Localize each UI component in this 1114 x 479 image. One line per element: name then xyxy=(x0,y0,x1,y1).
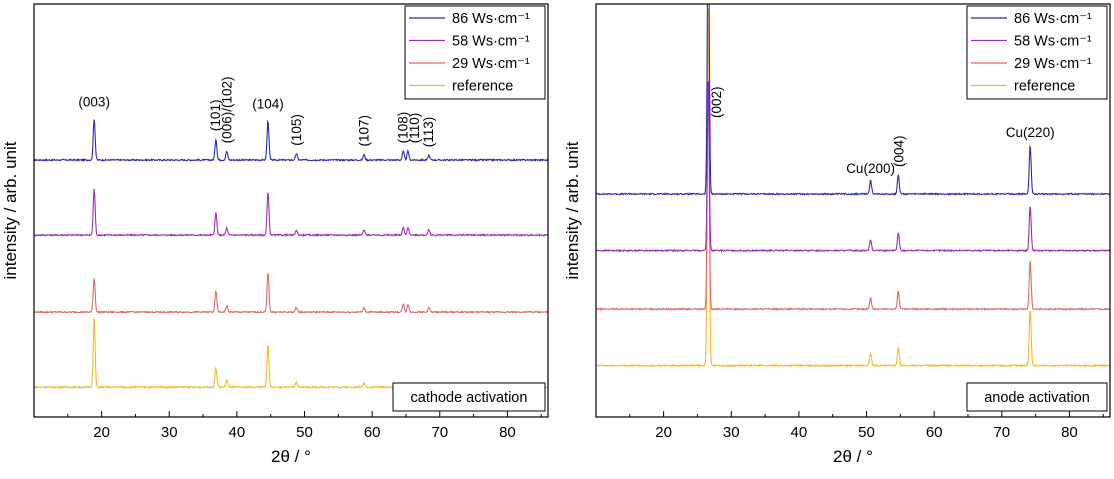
series-line-2 xyxy=(596,80,1110,253)
x-tick-label: 30 xyxy=(161,424,178,441)
series-line-3 xyxy=(34,273,548,315)
peak-label: (105) xyxy=(289,114,304,146)
x-tick-label: 70 xyxy=(993,424,1010,441)
peak-label: (003) xyxy=(78,95,110,110)
series-line-1 xyxy=(34,119,548,163)
x-tick-label: 20 xyxy=(655,424,672,441)
chart-panel-2: 20 30 40 50 60 70 80 2θ / ° intensity / arb. uni… xyxy=(563,3,1111,466)
series-line-1 xyxy=(596,4,1110,197)
x-tick-label: 20 xyxy=(93,424,110,441)
legend-entry-label: 29 Ws·cm⁻¹ xyxy=(1014,56,1092,72)
y-axis-label: intensity / arb. unit xyxy=(563,141,582,279)
peak-label: (104) xyxy=(252,97,284,112)
x-tick-label: 40 xyxy=(229,424,246,441)
legend-entry-label: reference xyxy=(1014,79,1075,95)
plot-area-2 xyxy=(596,4,1110,368)
peak-label: Cu(220) xyxy=(1006,125,1055,140)
legend: 86 Ws·cm⁻¹ 58 Ws·cm⁻¹ 29 Ws·cm⁻¹ reference xyxy=(404,5,546,100)
annotation-label: anode activation xyxy=(984,390,1090,406)
series-line-4 xyxy=(596,7,1110,368)
annotation-label: cathode activation xyxy=(411,390,528,406)
plot-frame xyxy=(595,3,1111,418)
peak-label: (101) xyxy=(208,100,223,132)
x-tick-label: 50 xyxy=(858,424,875,441)
legend-entry-label: 58 Ws·cm⁻¹ xyxy=(1014,34,1092,50)
legend-box xyxy=(966,5,1108,100)
legend-entry-label: 58 Ws·cm⁻¹ xyxy=(452,34,530,50)
peak-label: (002) xyxy=(709,86,724,118)
chart-panel-1: 20 30 40 50 60 70 80 2θ / ° intensity / arb. uni… xyxy=(1,3,549,466)
legend-entry-label: 86 Ws·cm⁻¹ xyxy=(1014,11,1092,27)
peak-label: (108) xyxy=(395,112,410,144)
legend: 86 Ws·cm⁻¹ 58 Ws·cm⁻¹ 29 Ws·cm⁻¹ reference xyxy=(966,5,1108,100)
plot-frame xyxy=(33,3,549,418)
peak-label: (006)/(102) xyxy=(219,77,234,144)
series-line-2 xyxy=(34,188,548,238)
annotation-box xyxy=(392,382,546,412)
x-tick-label: 40 xyxy=(791,424,808,441)
legend-entry-label: reference xyxy=(452,79,513,95)
x-axis-label: 2θ / ° xyxy=(833,447,873,466)
peak-label: Cu(200) xyxy=(846,161,895,176)
peak-label: (113) xyxy=(421,117,436,148)
x-tick-label: 50 xyxy=(296,424,313,441)
plot-area-1 xyxy=(34,119,548,390)
x-tick-label: 60 xyxy=(926,424,943,441)
series-line-3 xyxy=(596,83,1110,312)
x-tick-label: 80 xyxy=(1061,424,1078,441)
peak-label: (004) xyxy=(892,135,907,167)
legend-entry-label: 29 Ws·cm⁻¹ xyxy=(452,56,530,72)
x-tick-label: 30 xyxy=(723,424,740,441)
legend-entry-label: 86 Ws·cm⁻¹ xyxy=(452,11,530,27)
legend-box xyxy=(404,5,546,100)
x-tick-label: 60 xyxy=(364,424,381,441)
x-tick-label: 70 xyxy=(431,424,448,441)
x-tick-label: 80 xyxy=(499,424,516,441)
peak-label: (110) xyxy=(407,113,422,144)
y-axis-label: intensity / arb. unit xyxy=(1,141,20,279)
peak-label: (107) xyxy=(357,115,372,147)
series-line-4 xyxy=(34,318,548,390)
annotation-box xyxy=(966,382,1108,412)
x-axis-label: 2θ / ° xyxy=(271,447,311,466)
